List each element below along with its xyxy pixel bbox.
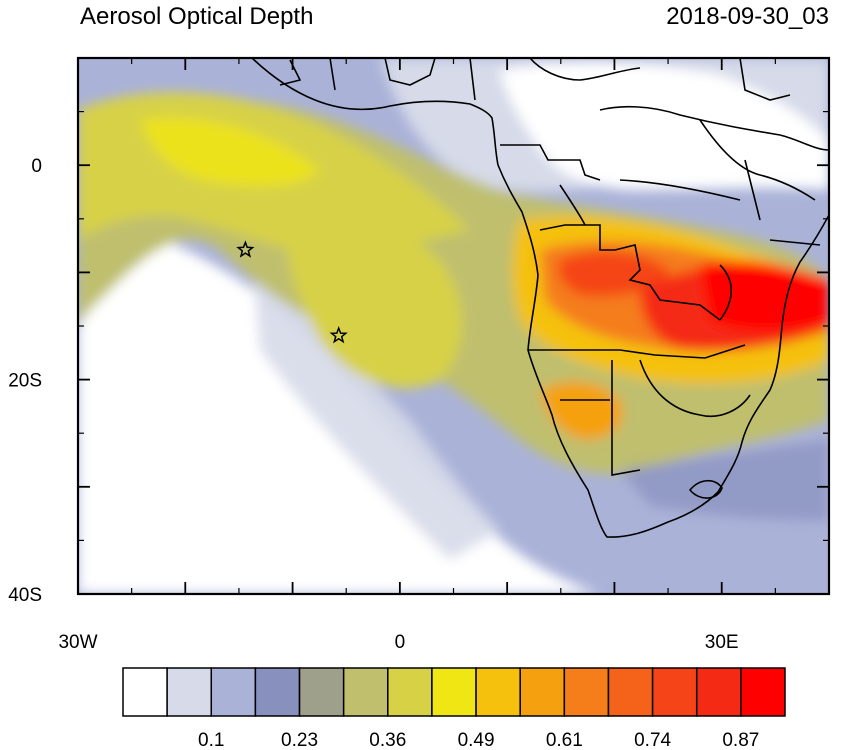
colorbar-swatch <box>298 667 345 717</box>
colorbar-swatch <box>166 667 213 717</box>
map-timestamp: 2018-09-30_03 <box>666 3 829 30</box>
colorbar: 0.1 0.23 0.36 0.49 0.61 0.74 0.87 <box>122 667 786 750</box>
colorbar-swatch <box>431 667 477 717</box>
colorbar-swatch <box>651 667 698 717</box>
star-marker <box>329 325 348 344</box>
colorbar-swatch <box>342 667 389 717</box>
coastline-borders <box>251 58 829 538</box>
colorbar-swatch <box>519 667 566 717</box>
star-markers <box>236 240 348 344</box>
colorbar-label: 0.49 <box>458 730 495 750</box>
colorbar-swatch <box>254 667 301 717</box>
colorbar-label: 0.74 <box>634 730 671 750</box>
colorbar-label: 0.61 <box>546 730 583 750</box>
lon-tick-label: 30E <box>705 632 739 653</box>
colorbar-swatch <box>387 667 433 717</box>
colorbar-label: 0.87 <box>722 730 759 750</box>
map-title: Aerosol Optical Depth <box>80 3 313 30</box>
colorbar-swatch <box>475 667 521 717</box>
colorbar-swatch <box>122 667 168 717</box>
star-marker <box>236 240 255 258</box>
axis-ticks: 30W 0 30E 0 20S 40S <box>8 57 830 653</box>
lon-tick-label: 0 <box>395 632 406 653</box>
colorbar-swatch <box>740 667 786 717</box>
colorbar-label: 0.23 <box>281 730 318 750</box>
lat-tick-label: 0 <box>31 156 42 177</box>
lon-tick-label: 30W <box>58 632 97 653</box>
colorbar-swatch <box>563 667 610 717</box>
lat-tick-label: 20S <box>8 371 42 392</box>
colorbar-swatch <box>210 667 257 717</box>
aod-field <box>78 58 829 594</box>
lat-tick-label: 40S <box>8 585 42 606</box>
colorbar-label: 0.36 <box>369 730 406 750</box>
colorbar-swatch <box>607 667 654 717</box>
colorbar-label: 0.1 <box>198 730 224 750</box>
colorbar-swatch <box>695 667 742 717</box>
